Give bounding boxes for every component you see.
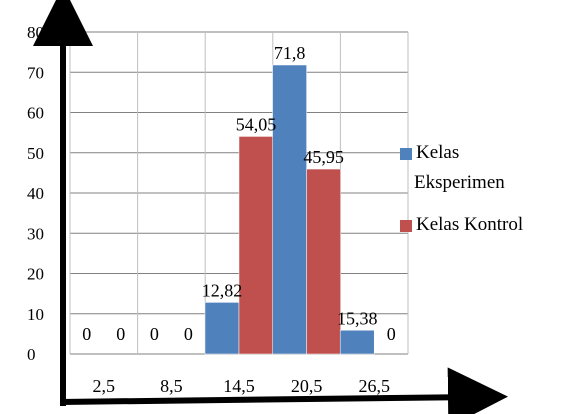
legend-swatch <box>400 220 412 232</box>
y-tick-label: 50 <box>27 144 44 163</box>
y-tick-label: 10 <box>27 305 44 324</box>
x-axis-arrow <box>59 367 508 414</box>
data-label: 15,38 <box>337 308 378 328</box>
x-tick-label: 26,5 <box>358 376 390 396</box>
data-label: 0 <box>116 324 125 344</box>
x-tick-label: 14,5 <box>223 376 255 396</box>
x-axis-ticks: 2,5 8,5 14,5 20,5 26,5 <box>93 376 390 396</box>
data-label: 0 <box>184 324 193 344</box>
bar <box>238 136 274 355</box>
bar <box>306 168 341 355</box>
data-label: 54,05 <box>236 114 277 134</box>
y-tick-label: 60 <box>27 104 44 123</box>
data-label: 0 <box>82 324 91 344</box>
data-label: 12,82 <box>202 280 243 300</box>
legend-swatch <box>400 148 412 160</box>
y-tick-label: 40 <box>27 184 44 203</box>
y-tick-label: 80 <box>27 23 44 42</box>
legend: Kelas Eksperimen Kelas Kontrol <box>400 142 523 235</box>
data-labels: 0 0 0 0 12,82 54,05 71,8 45,95 15,38 0 <box>82 43 395 344</box>
data-label: 0 <box>387 324 396 344</box>
x-tick-label: 20,5 <box>291 376 323 396</box>
legend-label: Kelas Kontrol <box>416 214 523 235</box>
legend-label: Kelas <box>416 142 459 163</box>
y-tick-label: 70 <box>27 63 44 82</box>
data-label: 0 <box>150 324 159 344</box>
y-tick-label: 0 <box>27 345 36 364</box>
y-tick-label: 30 <box>27 224 44 243</box>
y-tick-label: 20 <box>27 265 44 284</box>
bar <box>339 330 375 355</box>
bar <box>272 64 307 355</box>
bar <box>204 302 240 355</box>
bars <box>204 64 375 355</box>
y-axis-ticks: 0 10 20 30 40 50 60 70 80 <box>27 23 44 364</box>
data-label: 71,8 <box>274 43 306 63</box>
data-label: 45,95 <box>303 147 344 167</box>
x-tick-label: 8,5 <box>160 376 183 396</box>
legend-label: Eksperimen <box>414 172 505 193</box>
x-tick-label: 2,5 <box>93 376 116 396</box>
axes <box>33 0 508 414</box>
